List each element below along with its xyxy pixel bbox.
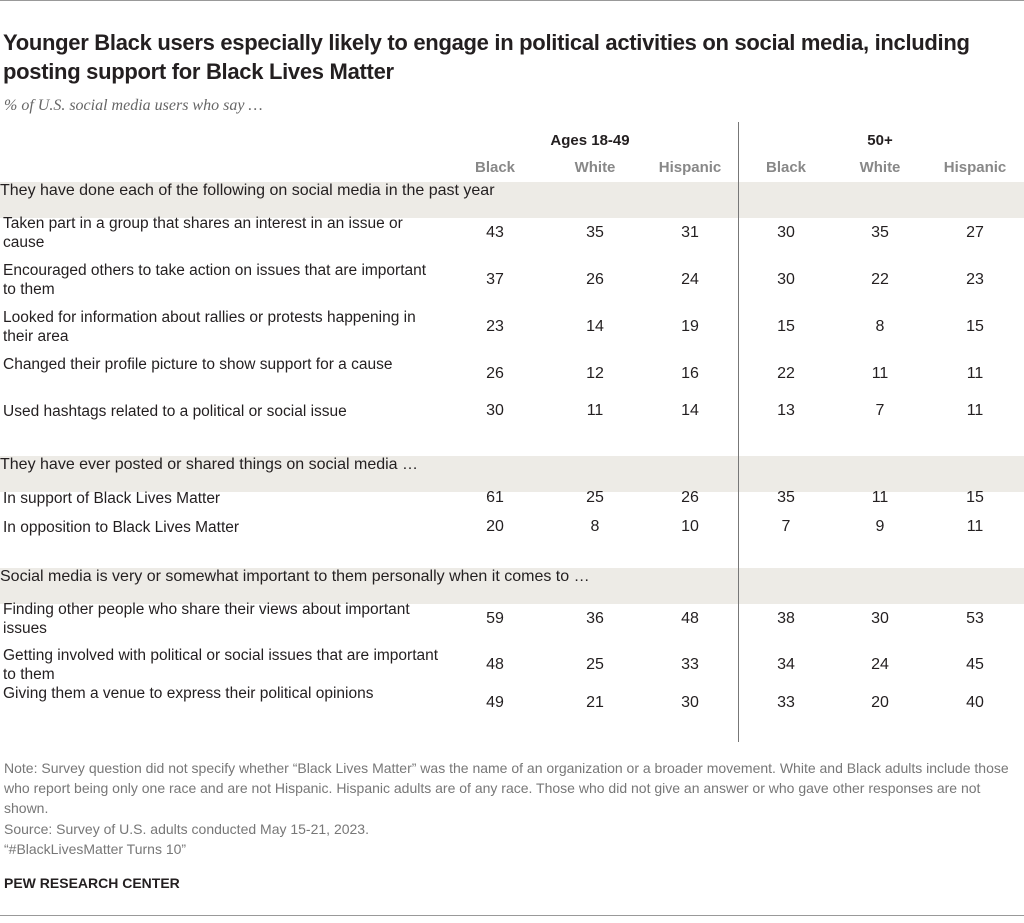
cell-value: 24 [681,271,699,288]
cell-value: 16 [681,365,699,382]
column-group-header: 50+ [867,132,893,149]
cell-value: 30 [871,610,889,627]
cell-value: 43 [486,224,504,241]
column-header: Hispanic [943,159,1007,176]
row-label: In support of Black Lives Matter [3,490,221,507]
section-header-band: Social media is very or somewhat importa… [0,568,1024,604]
cell-value: 19 [681,318,699,335]
section-header: They have ever posted or shared things o… [0,456,419,473]
report-title: “#BlackLivesMatter Turns 10” [4,841,187,857]
row-label: Used hashtags related to a political or … [3,403,347,420]
cell-value: 21 [586,694,604,711]
cell-value: 26 [586,271,604,288]
cell-value: 31 [681,224,699,241]
column-header: Black [765,159,807,176]
cell-value: 30 [777,224,795,241]
cell-value: 11 [966,365,984,382]
cell-value: 27 [966,224,984,241]
cell-value: 11 [871,365,889,382]
cell-value: 30 [777,271,795,288]
column-header: White [574,159,616,176]
cell-value: 8 [590,518,600,535]
cell-value: 8 [875,318,885,335]
cell-value: 15 [777,318,795,335]
cell-value: 30 [486,402,504,419]
row-label: Changed their profile picture to show su… [3,356,393,373]
cell-value: 37 [486,271,504,288]
row-label: Finding other people who share their vie… [3,601,410,637]
cell-value: 7 [875,402,885,419]
row-label: In opposition to Black Lives Matter [3,519,240,536]
cell-value: 26 [681,489,699,506]
cell-value: 38 [777,610,795,627]
cell-value: 24 [871,656,889,673]
cell-value: 11 [966,402,984,419]
cell-value: 23 [486,318,504,335]
row-label: Getting involved with political or socia… [3,647,439,683]
chart-subtitle: % of U.S. social media users who say … [4,97,263,114]
cell-value: 13 [777,402,795,419]
section-header: They have done each of the following on … [0,182,495,199]
cell-value: 11 [871,489,889,506]
cell-value: 25 [586,489,604,506]
row-label: Giving them a venue to express their pol… [3,685,374,702]
row-label: Looked for information about rallies or … [3,309,416,345]
cell-value: 25 [586,656,604,673]
cell-value: 11 [966,518,984,535]
pew-logo-text: PEW RESEARCH CENTER [4,875,180,891]
cell-value: 59 [486,610,504,627]
cell-value: 35 [777,489,795,506]
row-label: Encouraged others to take action on issu… [3,262,427,298]
cell-value: 23 [966,271,984,288]
group-divider [738,122,739,742]
row-label: Taken part in a group that shares an int… [3,215,403,251]
column-header: Hispanic [658,159,722,176]
cell-value: 30 [681,694,699,711]
cell-value: 45 [966,656,984,673]
cell-value: 40 [966,694,984,711]
cell-value: 12 [586,365,604,382]
cell-value: 22 [871,271,889,288]
cell-value: 33 [681,656,699,673]
section-header: Social media is very or somewhat importa… [0,568,590,585]
top-rule [0,0,1024,1]
cell-value: 61 [486,489,504,506]
cell-value: 10 [681,518,699,535]
cell-value: 48 [681,610,699,627]
cell-value: 49 [486,694,504,711]
cell-value: 33 [777,694,795,711]
cell-value: 53 [966,610,984,627]
cell-value: 22 [777,365,795,382]
bottom-rule [0,915,1024,916]
column-header: Black [474,159,516,176]
section-header-band: They have ever posted or shared things o… [0,456,1024,492]
cell-value: 26 [486,365,504,382]
cell-value: 20 [871,694,889,711]
note: Note: Survey question did not specify wh… [4,760,1009,816]
cell-value: 14 [681,402,699,419]
cell-value: 36 [586,610,604,627]
source: Source: Survey of U.S. adults conducted … [4,821,369,837]
cell-value: 11 [586,402,604,419]
cell-value: 14 [586,318,604,335]
cell-value: 15 [966,318,984,335]
column-header: White [859,159,901,176]
cell-value: 35 [586,224,604,241]
section-header-band: They have done each of the following on … [0,182,1024,218]
cell-value: 34 [777,656,795,673]
cell-value: 48 [486,656,504,673]
cell-value: 15 [966,489,984,506]
cell-value: 35 [871,224,889,241]
cell-value: 20 [486,518,504,535]
cell-value: 9 [875,518,885,535]
chart-title: Younger Black users especially likely to… [3,30,970,84]
column-group-header: Ages 18-49 [550,132,630,149]
cell-value: 7 [781,518,791,535]
